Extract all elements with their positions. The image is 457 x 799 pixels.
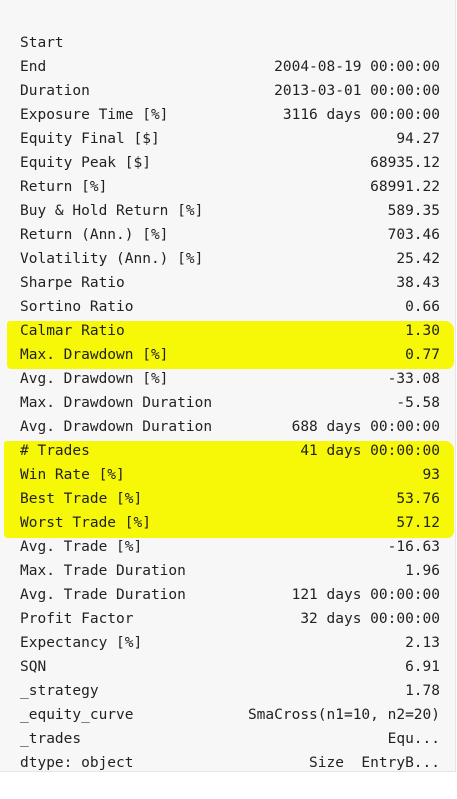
stat-row-expectancy: Expectancy [%] 6.91 (0, 607, 457, 675)
stat-key: _equity_curve (20, 707, 134, 723)
stat-key: Calmar Ratio (20, 323, 125, 339)
stat-key: Win Rate [%] (20, 467, 125, 483)
stat-value: Size EntryB... (309, 755, 440, 771)
stat-row-calmar-ratio: Calmar Ratio 0.77 (0, 295, 457, 363)
highlight-drawdown (7, 321, 454, 369)
stat-value: 38.43 (396, 275, 440, 291)
stat-value: 0.66 (405, 299, 440, 315)
stat-value: 41 days 00:00:00 (300, 443, 440, 459)
stat-key: Profit Factor (20, 611, 134, 627)
stat-row-worst-trade: Worst Trade [%] -16.63 (0, 487, 457, 555)
stat-key: _trades (20, 731, 82, 747)
stat-value: -33.08 (387, 371, 440, 387)
highlight-trade-stats (4, 441, 454, 538)
stat-row-max-drawdown: Max. Drawdown [%] -33.08 (0, 319, 457, 387)
stat-row-best-trade: Best Trade [%] 57.12 (0, 463, 457, 531)
stat-row-avg-trade-duration: Avg. Trade Duration 32 days 00:00:00 (0, 559, 457, 627)
stat-row-duration: Duration 3116 days 00:00:00 (0, 55, 457, 123)
stat-row-trades: _trades Size EntryB... (0, 703, 457, 771)
stat-key: End (20, 59, 47, 75)
stat-key: Duration (20, 83, 90, 99)
stat-key: Max. Trade Duration (20, 563, 186, 579)
stat-row-avg-drawdown: Avg. Drawdown [%] -5.58 (0, 343, 457, 411)
stat-row-equity-final: Equity Final [$] 68935.12 (0, 103, 457, 171)
stat-value: Equ... (387, 731, 440, 747)
stat-value: 94.27 (396, 131, 440, 147)
stat-row-win-rate: Win Rate [%] 53.76 (0, 439, 457, 507)
stat-row-exposure-time: Exposure Time [%] 94.27 (0, 79, 457, 147)
stat-value: 2013-03-01 00:00:00 (274, 83, 440, 99)
stats-list: Start 2004-08-19 00:00:00 End 2013-03-01… (0, 7, 457, 771)
stat-key: Avg. Trade Duration (20, 587, 186, 603)
stat-row-equity-curve: _equity_curve Equ... (0, 679, 457, 747)
stat-value: 57.12 (396, 515, 440, 531)
stat-row-avg-trade: Avg. Trade [%] 1.96 (0, 511, 457, 579)
stat-value: 1.30 (405, 323, 440, 339)
stat-row-end: End 2013-03-01 00:00:00 (0, 31, 457, 99)
stat-key: Return [%] (20, 179, 108, 195)
stat-value: 2004-08-19 00:00:00 (274, 59, 440, 75)
stat-key: Equity Peak [$] (20, 155, 151, 171)
stat-key: Avg. Drawdown Duration (20, 419, 213, 435)
stat-value: 68991.22 (370, 179, 440, 195)
stat-key: # Trades (20, 443, 90, 459)
stat-row-sqn: SQN 1.78 (0, 631, 457, 699)
stat-key: Equity Final [$] (20, 131, 160, 147)
stat-row-sortino-ratio: Sortino Ratio 1.30 (0, 271, 457, 339)
stat-row-trades-count: # Trades 93 (0, 415, 457, 483)
stat-value: 1.78 (405, 683, 440, 699)
stat-value: 32 days 00:00:00 (300, 611, 440, 627)
stat-key: Exposure Time [%] (20, 107, 169, 123)
stat-value: 703.46 (387, 227, 440, 243)
stat-row-strategy: _strategy SmaCross(n1=10, n2=20) (0, 655, 457, 723)
stat-value: 1.96 (405, 563, 440, 579)
stat-row-equity-peak: Equity Peak [$] 68991.22 (0, 127, 457, 195)
stat-key: Max. Drawdown Duration (20, 395, 213, 411)
stat-row-sharpe-ratio: Sharpe Ratio 0.66 (0, 247, 457, 315)
stat-value: 0.77 (405, 347, 440, 363)
stat-row-max-drawdown-duration: Max. Drawdown Duration 688 days 00:00:00 (0, 367, 457, 435)
stat-key: Best Trade [%] (20, 491, 143, 507)
stat-key: Worst Trade [%] (20, 515, 151, 531)
stat-value: 68935.12 (370, 155, 440, 171)
output-panel: Start 2004-08-19 00:00:00 End 2013-03-01… (0, 0, 456, 772)
stat-key: Sortino Ratio (20, 299, 134, 315)
stat-value: -5.58 (396, 395, 440, 411)
stat-key: Return (Ann.) [%] (20, 227, 169, 243)
stat-row-return: Return [%] 589.35 (0, 151, 457, 219)
stat-value: 2.13 (405, 635, 440, 651)
stat-key: Buy & Hold Return [%] (20, 203, 204, 219)
stat-value: 688 days 00:00:00 (291, 419, 440, 435)
stat-key: Sharpe Ratio (20, 275, 125, 291)
stat-value: 53.76 (396, 491, 440, 507)
stat-value: 3116 days 00:00:00 (282, 107, 440, 123)
stat-value: -16.63 (387, 539, 440, 555)
stat-key: Avg. Drawdown [%] (20, 371, 169, 387)
stat-value: 6.91 (405, 659, 440, 675)
stat-row-volatility-ann: Volatility (Ann.) [%] 38.43 (0, 223, 457, 291)
stat-key: Expectancy [%] (20, 635, 143, 651)
stat-key: SQN (20, 659, 47, 675)
stat-value: 25.42 (396, 251, 440, 267)
stat-row-start: Start 2004-08-19 00:00:00 (0, 7, 457, 75)
stat-value: 121 days 00:00:00 (291, 587, 440, 603)
stat-key: Avg. Trade [%] (20, 539, 143, 555)
stat-key: Max. Drawdown [%] (20, 347, 169, 363)
stat-row-buy-hold-return: Buy & Hold Return [%] 703.46 (0, 175, 457, 243)
stat-row-max-trade-duration: Max. Trade Duration 121 days 00:00:00 (0, 535, 457, 603)
stat-key: _strategy (20, 683, 99, 699)
stat-value: 93 (422, 467, 440, 483)
stat-row-return-ann: Return (Ann.) [%] 25.42 (0, 199, 457, 267)
stat-value: 589.35 (387, 203, 440, 219)
stat-value: SmaCross(n1=10, n2=20) (247, 707, 440, 723)
stat-row-profit-factor: Profit Factor 2.13 (0, 583, 457, 651)
dtype-row: dtype: object (0, 727, 457, 771)
stat-row-avg-drawdown-duration: Avg. Drawdown Duration 41 days 00:00:00 (0, 391, 457, 459)
dtype-label: dtype: object (20, 755, 134, 771)
stat-key: Volatility (Ann.) [%] (20, 251, 204, 267)
stat-key: Start (20, 35, 64, 51)
